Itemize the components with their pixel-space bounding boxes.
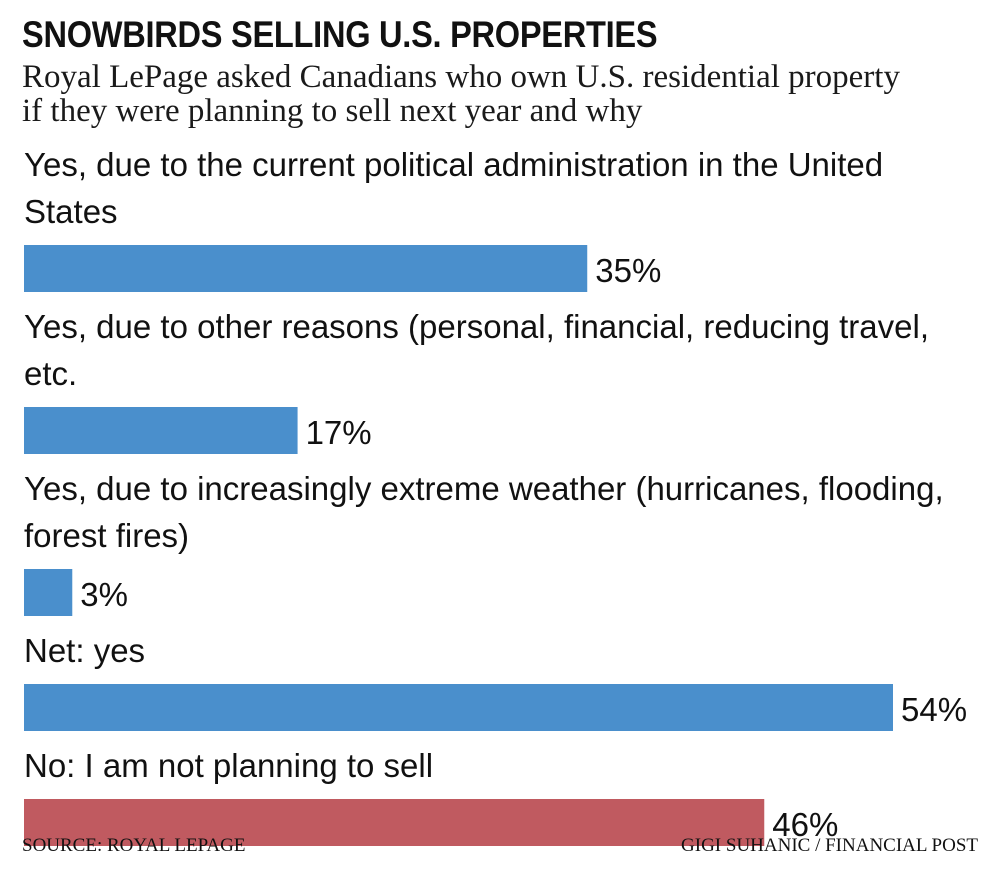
chart-subtitle: Royal LePage asked Canadians who own U.S… [22,59,900,129]
source-note: SOURCE: ROYAL LEPAGE [22,835,246,856]
bar [24,407,298,454]
value-label: 3% [80,576,128,613]
category-label: States [24,193,118,230]
bar [24,799,765,846]
category-label: Yes, due to increasingly extreme weather… [24,470,944,507]
value-label: 35% [595,252,661,289]
bar [24,245,588,292]
value-label: 54% [901,691,967,728]
chart-title: SNOWBIRDS SELLING U.S. PROPERTIES [22,14,658,55]
category-label: forest fires) [24,517,189,554]
credit-note: GIGI SUHANIC / FINANCIAL POST [681,835,978,856]
value-label: 46% [772,806,838,843]
category-label: Yes, due to other reasons (personal, fin… [24,308,929,345]
value-label: 17% [306,414,372,451]
category-label: No: I am not planning to sell [24,747,433,784]
bar [24,684,893,731]
bar [24,569,73,616]
category-label: Yes, due to the current political admini… [24,146,883,183]
category-label: Net: yes [24,632,145,669]
category-label: etc. [24,355,77,392]
